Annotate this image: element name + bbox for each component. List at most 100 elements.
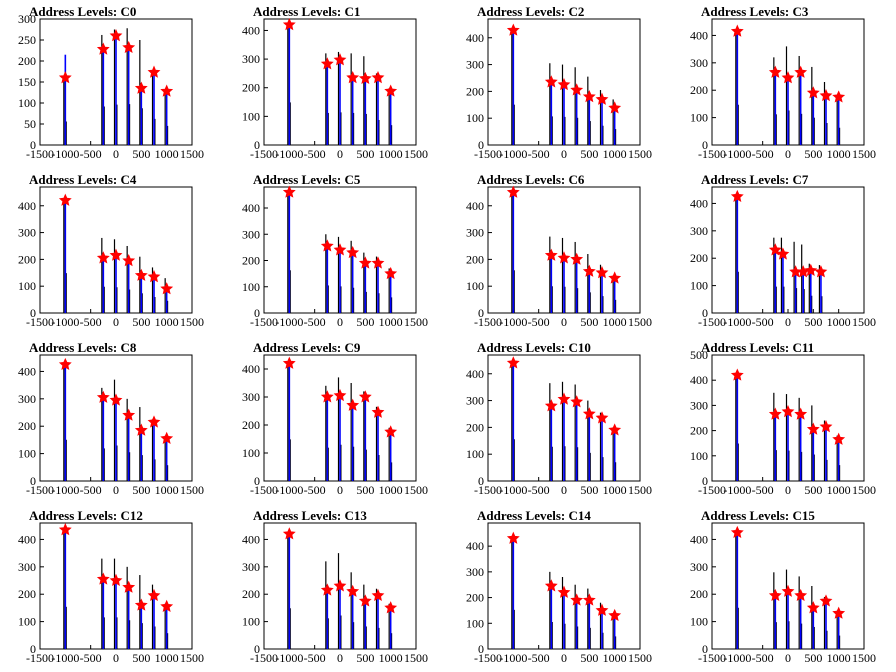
chart-title: Address Levels: C8 <box>29 340 137 355</box>
y-tick-label: 400 <box>690 532 708 546</box>
y-tick-label: 400 <box>18 532 36 546</box>
y-tick-label: 0 <box>30 138 36 152</box>
y-tick-label: 300 <box>242 52 260 66</box>
peak-marker <box>346 584 360 597</box>
y-tick-label: 200 <box>18 419 36 433</box>
x-tick-label: 0 <box>113 651 119 665</box>
x-tick-label: 1500 <box>404 483 428 497</box>
x-tick-label: 500 <box>132 483 150 497</box>
y-tick-label: 300 <box>466 58 484 72</box>
y-tick-label: 200 <box>242 418 260 432</box>
y-tick-label: 200 <box>466 420 484 434</box>
y-tick-label: 0 <box>30 474 36 488</box>
x-tick-label: 500 <box>356 315 374 329</box>
peak-marker <box>730 24 744 37</box>
x-tick-label: 1000 <box>827 651 851 665</box>
x-tick-label: 1000 <box>379 483 403 497</box>
peak-marker <box>333 53 347 66</box>
chart-panel: Address Levels: C14 0 100 200 300 400 -1500-10… <box>466 508 652 665</box>
peak-marker <box>570 252 584 265</box>
chart-title: Address Levels: C1 <box>253 4 360 19</box>
x-tick-label: 1500 <box>628 315 652 329</box>
peak-marker <box>96 251 110 264</box>
chart-title: Address Levels: C9 <box>253 340 361 355</box>
x-tick-label: -1500 <box>250 483 278 497</box>
y-tick-label: 200 <box>690 251 708 265</box>
peak-marker <box>122 40 136 53</box>
x-tick-label: 0 <box>785 315 791 329</box>
x-tick-label: 500 <box>132 147 150 161</box>
peak-marker <box>134 423 148 436</box>
peak-marker <box>58 523 72 536</box>
peak-marker <box>358 256 372 269</box>
x-tick-label: -500 <box>304 147 326 161</box>
x-tick-label: 500 <box>356 651 374 665</box>
x-tick-label: -500 <box>80 651 102 665</box>
peak-marker <box>608 271 622 284</box>
y-tick-label: 0 <box>254 642 260 656</box>
x-tick-label: -1000 <box>275 315 303 329</box>
y-tick-label: 400 <box>242 23 260 37</box>
plot-frame <box>711 186 865 314</box>
chart-title: Address Levels: C0 <box>29 4 136 19</box>
x-tick-label: 0 <box>785 651 791 665</box>
peak-marker <box>384 84 398 97</box>
x-tick-label: -1000 <box>275 483 303 497</box>
y-tick-label: 200 <box>242 587 260 601</box>
y-tick-label: 200 <box>18 54 36 68</box>
y-tick-label: 200 <box>690 587 708 601</box>
peak-marker <box>781 584 795 597</box>
peak-marker <box>804 263 818 277</box>
x-tick-label: -1000 <box>723 315 751 329</box>
y-tick-label: 100 <box>466 279 484 293</box>
x-tick-label: -500 <box>304 315 326 329</box>
peak-marker <box>730 368 744 381</box>
chart-title: Address Levels: C6 <box>477 172 585 187</box>
y-tick-label: 300 <box>690 56 708 70</box>
y-tick-label: 0 <box>254 306 260 320</box>
chart-title: Address Levels: C5 <box>253 172 361 187</box>
x-tick-label: -1500 <box>474 651 502 665</box>
peak-marker <box>544 579 558 592</box>
peak-marker <box>147 415 161 428</box>
x-tick-label: -1000 <box>51 651 79 665</box>
x-tick-label: 0 <box>561 315 567 329</box>
chart-title: Address Levels: C11 <box>701 340 814 355</box>
peak-marker <box>506 356 520 369</box>
peak-marker <box>147 588 161 601</box>
y-tick-label: 400 <box>466 199 484 213</box>
peak-marker <box>346 245 360 259</box>
x-tick-label: 1500 <box>404 651 428 665</box>
peak-marker <box>282 185 296 198</box>
chart-panel: Address Levels: C0 0 50 100 150 200 250 300 -150… <box>18 4 204 161</box>
y-tick-label: 400 <box>466 31 484 45</box>
peak-marker <box>730 525 744 539</box>
peak-marker <box>58 193 72 206</box>
y-tick-label: 300 <box>690 224 708 238</box>
x-tick-label: -1000 <box>499 147 527 161</box>
peak-marker <box>134 81 148 94</box>
y-tick-label: 400 <box>18 199 36 213</box>
peak-marker <box>96 390 110 403</box>
peak-marker <box>557 251 571 264</box>
peak-marker <box>282 17 296 31</box>
y-tick-label: 100 <box>18 615 36 629</box>
x-tick-label: -500 <box>80 315 102 329</box>
peak-marker <box>544 75 558 88</box>
x-tick-label: 1500 <box>628 147 652 161</box>
y-tick-label: 300 <box>690 560 708 574</box>
peak-marker <box>147 65 161 78</box>
x-tick-label: 1000 <box>155 483 179 497</box>
y-tick-label: 300 <box>466 565 484 579</box>
chart-panel: Address Levels: C8 0 100 200 300 400 -1500-100… <box>18 340 204 497</box>
chart-panel: Address Levels: C1 0 100 200 300 400 -1500-100… <box>242 4 428 161</box>
x-tick-label: 0 <box>785 483 791 497</box>
x-tick-label: 1000 <box>379 315 403 329</box>
x-tick-label: 500 <box>580 315 598 329</box>
y-tick-label: 200 <box>466 591 484 605</box>
x-tick-label: 1500 <box>180 315 204 329</box>
y-tick-label: 300 <box>466 226 484 240</box>
y-tick-label: 100 <box>690 449 708 463</box>
y-tick-label: 200 <box>18 252 36 266</box>
